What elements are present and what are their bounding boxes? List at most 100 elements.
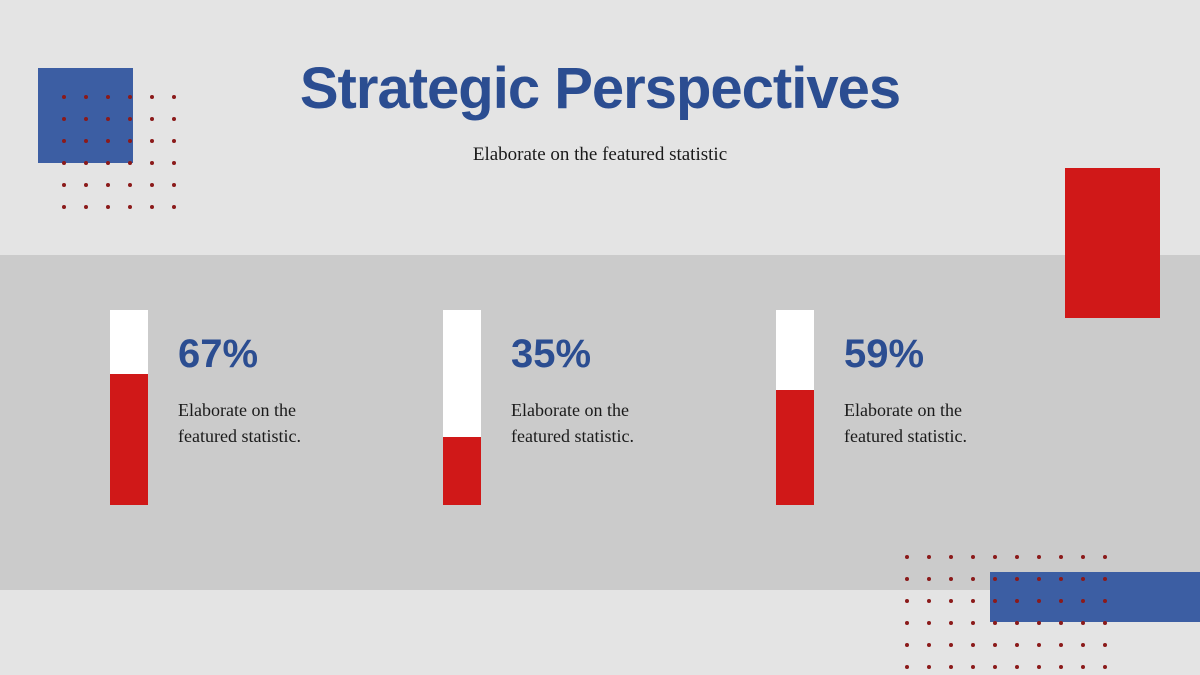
dot-icon (1103, 555, 1107, 559)
dot-icon (62, 161, 66, 165)
dot-icon (905, 599, 909, 603)
dot-icon (172, 139, 176, 143)
dot-icon (1081, 665, 1085, 669)
stats-row: 67% Elaborate on the featured statistic.… (0, 255, 1200, 505)
dot-icon (927, 621, 931, 625)
dot-icon (1059, 621, 1063, 625)
decoration-dot-grid-top-left (62, 95, 176, 209)
dot-icon (927, 643, 931, 647)
stat-value-1: 35% (511, 332, 691, 377)
stat-desc-1: Elaborate on the featured statistic. (511, 397, 691, 449)
dot-icon (949, 621, 953, 625)
dot-icon (1081, 621, 1085, 625)
dot-icon (1037, 599, 1041, 603)
dot-icon (150, 161, 154, 165)
dot-icon (150, 205, 154, 209)
decoration-red-rect-top-right (1065, 168, 1160, 318)
dot-icon (106, 205, 110, 209)
content-band: 67% Elaborate on the featured statistic.… (0, 255, 1200, 590)
dot-icon (1037, 621, 1041, 625)
dot-icon (128, 161, 132, 165)
dot-icon (1081, 643, 1085, 647)
dot-icon (927, 577, 931, 581)
dot-icon (128, 139, 132, 143)
dot-icon (927, 599, 931, 603)
dot-icon (927, 665, 931, 669)
dot-icon (971, 665, 975, 669)
dot-icon (106, 95, 110, 99)
page-title: Strategic Perspectives (0, 55, 1200, 122)
dot-icon (1037, 643, 1041, 647)
dot-icon (1103, 621, 1107, 625)
stat-block-0: 67% Elaborate on the featured statistic. (110, 310, 358, 505)
dot-icon (1081, 555, 1085, 559)
dot-icon (971, 643, 975, 647)
dot-icon (172, 205, 176, 209)
stat-block-2: 59% Elaborate on the featured statistic. (776, 310, 1024, 505)
dot-icon (1037, 577, 1041, 581)
dot-icon (993, 599, 997, 603)
dot-icon (62, 139, 66, 143)
dot-icon (1103, 643, 1107, 647)
dot-icon (128, 205, 132, 209)
dot-icon (971, 577, 975, 581)
dot-icon (1059, 599, 1063, 603)
stat-text-0: 67% Elaborate on the featured statistic. (178, 310, 358, 449)
dot-icon (62, 95, 66, 99)
dot-icon (106, 139, 110, 143)
dot-icon (84, 161, 88, 165)
stat-block-1: 35% Elaborate on the featured statistic. (443, 310, 691, 505)
dot-icon (84, 139, 88, 143)
stat-desc-0: Elaborate on the featured statistic. (178, 397, 358, 449)
dot-icon (905, 643, 909, 647)
dot-icon (993, 621, 997, 625)
stat-value-0: 67% (178, 332, 358, 377)
dot-icon (949, 643, 953, 647)
dot-icon (1015, 643, 1019, 647)
dot-icon (993, 643, 997, 647)
dot-icon (993, 555, 997, 559)
dot-icon (150, 139, 154, 143)
dot-icon (128, 183, 132, 187)
dot-icon (993, 665, 997, 669)
dot-icon (1059, 555, 1063, 559)
dot-icon (905, 577, 909, 581)
bar-container-1 (443, 310, 481, 505)
stat-desc-2: Elaborate on the featured statistic. (844, 397, 1024, 449)
dot-icon (971, 621, 975, 625)
dot-icon (1103, 599, 1107, 603)
dot-icon (84, 95, 88, 99)
dot-icon (1037, 665, 1041, 669)
dot-icon (1015, 577, 1019, 581)
dot-icon (84, 117, 88, 121)
dot-icon (1015, 555, 1019, 559)
dot-icon (62, 183, 66, 187)
dot-icon (1081, 599, 1085, 603)
dot-icon (1081, 577, 1085, 581)
dot-icon (971, 599, 975, 603)
dot-icon (905, 621, 909, 625)
dot-icon (172, 161, 176, 165)
bar-container-0 (110, 310, 148, 505)
dot-icon (905, 665, 909, 669)
bar-fill-1 (443, 437, 481, 505)
dot-icon (971, 555, 975, 559)
stat-text-2: 59% Elaborate on the featured statistic. (844, 310, 1024, 449)
dot-icon (1059, 577, 1063, 581)
dot-icon (993, 577, 997, 581)
bar-fill-0 (110, 374, 148, 505)
dot-icon (106, 117, 110, 121)
dot-icon (106, 161, 110, 165)
dot-icon (949, 665, 953, 669)
dot-icon (106, 183, 110, 187)
dot-icon (1015, 665, 1019, 669)
dot-icon (1059, 643, 1063, 647)
dot-icon (927, 555, 931, 559)
dot-icon (949, 577, 953, 581)
stat-value-2: 59% (844, 332, 1024, 377)
dot-icon (62, 117, 66, 121)
dot-icon (172, 183, 176, 187)
dot-icon (1015, 599, 1019, 603)
dot-icon (84, 183, 88, 187)
dot-icon (905, 555, 909, 559)
